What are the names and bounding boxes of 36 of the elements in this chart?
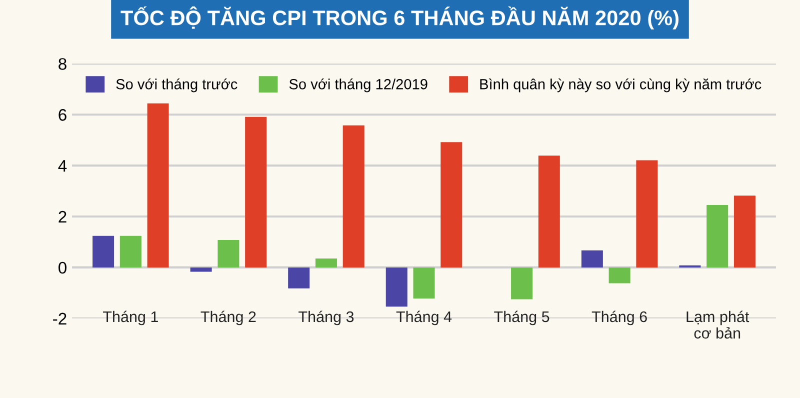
y-tick-label: 4 [58,160,67,172]
x-tick-label: Tháng 3 [298,310,354,326]
legend-label: So với tháng trước [116,78,238,92]
y-tick-label: 6 [58,109,66,121]
x-tick-label: Tháng 5 [494,310,550,326]
y-tick-label: 8 [58,58,66,70]
bar [342,125,364,268]
bar [538,156,560,268]
bar [218,240,240,268]
x-tick-label: Lạm phát cơ bản [686,310,750,339]
bar [581,250,603,268]
bar [386,267,408,307]
legend-label: Bình quân kỳ này so với cùng kỳ năm trước [480,78,762,92]
x-tick-label: Tháng 6 [592,310,647,326]
bar [706,205,728,268]
bar [147,103,169,268]
chart-title: TỐC ĐỘ TĂNG CPI TRONG 6 THÁNG ĐẦU NĂM 2020 (%) [120,6,678,30]
x-tick-label: Tháng 4 [396,310,452,326]
bar [440,142,462,268]
bar [120,236,142,268]
y-tick-label: 2 [58,210,66,223]
bar [92,236,114,268]
bar [734,196,756,268]
bar [190,267,212,272]
bar [315,258,337,268]
bar [288,267,310,288]
y-tick-label: -2 [53,312,66,324]
bar [511,267,533,300]
x-tick-label: Tháng 1 [102,310,158,326]
bar [413,267,435,299]
legend-label: So với tháng 12/2019 [289,78,428,92]
y-tick-label: 0 [58,262,66,274]
x-tick-label: Tháng 2 [200,310,256,326]
bar [608,267,630,284]
bar [245,116,267,268]
bar [636,160,658,268]
